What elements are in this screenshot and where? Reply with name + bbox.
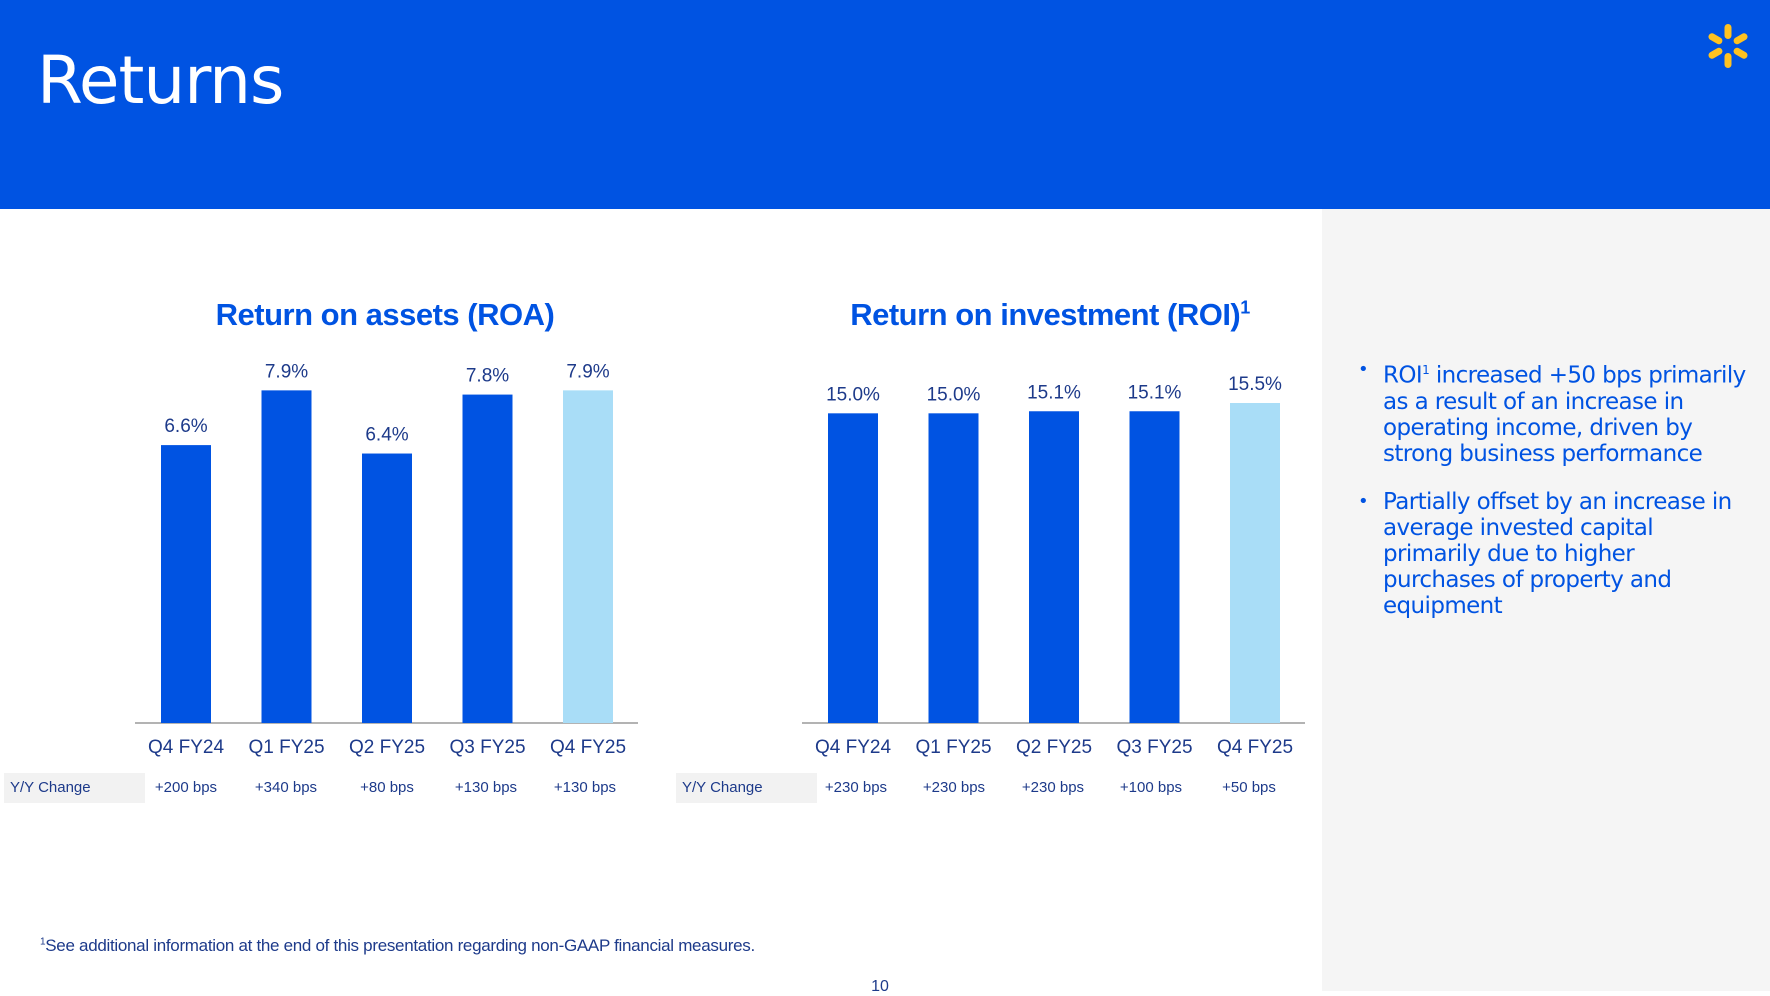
header-banner: Returns: [0, 0, 1770, 209]
bullet-text-increase: increased +50 bps primarily as a result …: [1383, 362, 1746, 467]
roi-data-label-1: 15.0%: [927, 384, 981, 405]
roa-yy-q1fy25: +340 bps: [254, 779, 318, 796]
roa-data-label-3: 7.8%: [466, 366, 509, 387]
roi-tick-label-0: Q4 FY24: [815, 737, 891, 758]
bullet-offset: • Partially offset by an increase in ave…: [1358, 489, 1748, 619]
roa-tick-label-3: Q3 FY25: [449, 737, 525, 758]
footnote: 1See additional information at the end o…: [40, 936, 755, 956]
roa-bar-1: [261, 390, 312, 723]
roi-title-text: Return on investment (ROI): [850, 297, 1241, 332]
page-number: 10: [871, 978, 889, 995]
roi-yy-q2fy25: +230 bps: [1021, 779, 1085, 796]
commentary-panel: [1322, 209, 1770, 991]
roa-tick-label-0: Q4 FY24: [148, 737, 224, 758]
roi-tick-label-4: Q4 FY25: [1217, 737, 1293, 758]
roa-data-label-4: 7.9%: [566, 361, 609, 382]
roi-tick-label-1: Q1 FY25: [915, 737, 991, 758]
roa-tick-label-2: Q2 FY25: [349, 737, 425, 758]
roa-data-label-0: 6.6%: [164, 416, 207, 437]
bullet-footnote-mark: 1: [1422, 363, 1430, 377]
roi-tick-label-3: Q3 FY25: [1116, 737, 1192, 758]
roa-bar-3: [462, 394, 513, 723]
bullet-dot: •: [1358, 490, 1369, 512]
roi-tick-label-2: Q2 FY25: [1016, 737, 1092, 758]
roa-yy-q4fy24: +200 bps: [154, 779, 218, 796]
roa-yy-q3fy25: +130 bps: [454, 779, 518, 796]
footnote-text: See additional information at the end of…: [45, 936, 755, 955]
roi-data-label-2: 15.1%: [1027, 382, 1081, 403]
roi-yy-label: Y/Y Change: [676, 773, 817, 803]
bullet-text-roi: ROI: [1383, 362, 1423, 389]
roa-bar-2: [362, 453, 412, 723]
roa-yy-label: Y/Y Change: [4, 773, 145, 803]
roa-tick-label-1: Q1 FY25: [248, 737, 324, 758]
roi-bar-3: [1129, 411, 1180, 723]
roa-data-label-2: 6.4%: [365, 425, 408, 446]
roa-data-label-1: 7.9%: [265, 361, 308, 382]
roa-bar-4: [563, 390, 613, 723]
spark-logo-icon: [1708, 24, 1748, 68]
roi-bar-4: [1230, 403, 1280, 723]
roi-bar-1: [928, 413, 979, 723]
roi-bar-2: [1029, 411, 1079, 723]
roi-data-label-3: 15.1%: [1128, 382, 1182, 403]
roi-chart-title: Return on investment (ROI)1: [800, 297, 1300, 333]
footnote-mark: 1: [40, 936, 46, 948]
roa-tick-label-4: Q4 FY25: [550, 737, 626, 758]
commentary-bullets: • ROI1 increased +50 bps primarily as a …: [1358, 357, 1748, 641]
roa-bar-0: [161, 445, 211, 723]
bullet-roi-increase: • ROI1 increased +50 bps primarily as a …: [1358, 357, 1748, 467]
roa-yy-q2fy25: +80 bps: [360, 779, 414, 796]
bullet-text-offset: Partially offset by an increase in avera…: [1383, 488, 1732, 619]
page-title: Returns: [37, 42, 284, 119]
bar-charts: 6.6% Q4 FY24 7.9% Q1 FY25 6.4% Q2 FY25 7.8% Q3 …: [135, 361, 1305, 758]
roi-title-footnote-mark: 1: [1240, 297, 1250, 318]
roa-yy-q4fy25: +130 bps: [553, 779, 617, 796]
roi-yy-q3fy25: +100 bps: [1119, 779, 1183, 796]
roi-yy-q4fy24: +230 bps: [824, 779, 888, 796]
roi-data-label-0: 15.0%: [826, 384, 880, 405]
roi-yy-q4fy25: +50 bps: [1222, 779, 1276, 796]
roi-data-label-4: 15.5%: [1228, 374, 1282, 395]
roi-bar-0: [828, 413, 878, 723]
roa-title-text: Return on assets (ROA): [215, 297, 555, 332]
roi-yy-q1fy25: +230 bps: [922, 779, 986, 796]
roa-chart-title: Return on assets (ROA): [135, 297, 635, 333]
bullet-dot: •: [1358, 359, 1369, 380]
